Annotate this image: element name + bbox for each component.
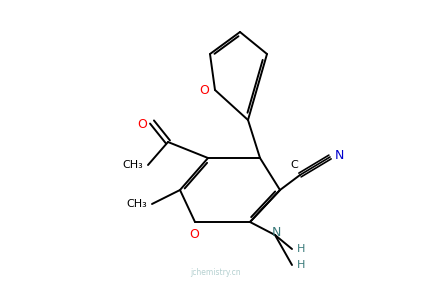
Text: O: O <box>199 84 209 96</box>
Text: H: H <box>296 260 305 270</box>
Text: CH₃: CH₃ <box>122 160 143 170</box>
Text: CH₃: CH₃ <box>126 199 147 209</box>
Text: N: N <box>334 148 344 162</box>
Text: C: C <box>289 160 297 170</box>
Text: O: O <box>137 117 147 131</box>
Text: H: H <box>296 244 305 254</box>
Text: jchemistry.cn: jchemistry.cn <box>189 268 240 277</box>
Text: N: N <box>270 226 280 239</box>
Text: O: O <box>189 228 199 241</box>
